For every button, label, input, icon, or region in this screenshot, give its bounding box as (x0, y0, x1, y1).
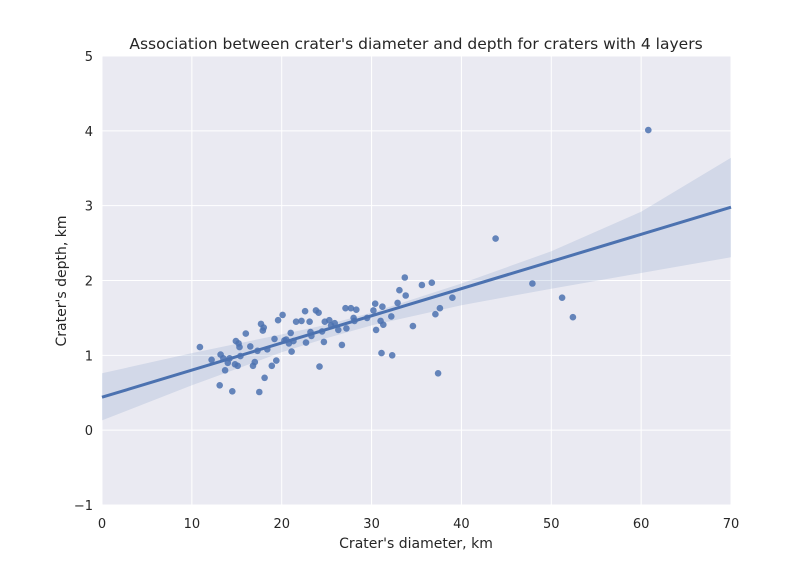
data-point (273, 357, 280, 364)
data-point (220, 355, 227, 362)
data-point (242, 330, 250, 337)
data-point (353, 306, 360, 314)
data-point (645, 126, 652, 134)
data-point (298, 317, 305, 325)
data-point (279, 311, 286, 319)
data-point (221, 367, 229, 374)
data-point (320, 338, 328, 346)
data-point (315, 309, 322, 317)
data-point (351, 317, 358, 325)
data-point (229, 388, 236, 395)
data-point (306, 318, 313, 326)
x-axis-label: Crater's diameter, km (339, 536, 493, 552)
data-point (432, 310, 439, 318)
data-point (254, 347, 261, 355)
data-point (338, 341, 346, 349)
chart-title: Association between crater's diameter an… (129, 35, 702, 53)
data-point (237, 352, 244, 360)
x-tick-label: 30 (363, 517, 380, 532)
regression-line (101, 205, 732, 399)
data-point (371, 300, 379, 308)
data-point (260, 324, 268, 331)
data-point (558, 294, 566, 302)
y-axis-label: Crater's depth, km (54, 216, 70, 347)
data-point (234, 362, 241, 370)
data-point (318, 328, 326, 335)
data-points (196, 126, 652, 396)
data-point (449, 294, 456, 302)
data-point (251, 358, 259, 366)
data-point (436, 304, 444, 312)
y-tick-label: 1 (85, 349, 93, 364)
data-point (326, 316, 333, 324)
data-point (492, 235, 499, 242)
data-point (316, 363, 323, 370)
x-tick-label: 60 (633, 517, 650, 532)
y-tick-label: 2 (85, 275, 93, 290)
data-point (378, 349, 385, 357)
y-tick-label: 0 (85, 424, 93, 439)
y-tick-label: −1 (74, 499, 93, 514)
data-point (335, 326, 342, 334)
data-point (236, 343, 243, 351)
data-point (264, 346, 271, 353)
data-point (372, 326, 380, 334)
data-point (529, 280, 536, 287)
data-point (418, 281, 426, 289)
data-point (388, 352, 396, 359)
x-tick-label: 50 (543, 517, 560, 532)
data-point (343, 325, 350, 332)
data-point (261, 374, 268, 382)
data-point (247, 343, 254, 350)
data-point (402, 292, 410, 299)
data-point (428, 279, 436, 287)
data-point (302, 339, 310, 346)
data-point (370, 307, 377, 314)
grid-lines (101, 55, 732, 506)
data-point (268, 362, 276, 370)
data-point (388, 313, 395, 320)
data-point (379, 303, 386, 311)
data-point (255, 388, 263, 396)
x-tick-label: 70 (723, 517, 740, 532)
y-tick-label: 3 (85, 200, 93, 215)
y-tick-label: 5 (85, 50, 93, 65)
data-point (396, 286, 403, 294)
data-point (380, 321, 387, 329)
data-point (292, 318, 300, 326)
data-point (216, 382, 223, 389)
data-point (401, 274, 409, 281)
x-tick-label: 20 (273, 517, 290, 532)
y-tick-labels: −1 0 1 2 3 4 5 (74, 50, 93, 514)
x-tick-label: 40 (453, 517, 470, 532)
data-point (196, 343, 204, 351)
data-point (409, 322, 417, 330)
x-tick-label: 0 (98, 517, 106, 532)
data-point (274, 316, 282, 324)
data-point (290, 337, 297, 345)
data-point (226, 355, 233, 362)
confidence-band (102, 157, 731, 421)
data-point (208, 356, 215, 364)
data-point (347, 304, 355, 312)
data-point (331, 319, 339, 327)
data-point (288, 348, 295, 355)
data-point (287, 329, 295, 337)
data-point (394, 299, 401, 307)
data-point (569, 313, 577, 321)
data-point (271, 335, 278, 343)
y-tick-label: 4 (85, 125, 93, 140)
data-point (363, 314, 371, 322)
data-point (301, 307, 309, 315)
data-point (342, 304, 349, 312)
data-point (308, 332, 315, 340)
x-tick-label: 10 (184, 517, 201, 532)
x-tick-labels: 0 10 20 30 40 50 60 70 (98, 517, 739, 532)
data-point (434, 370, 442, 377)
